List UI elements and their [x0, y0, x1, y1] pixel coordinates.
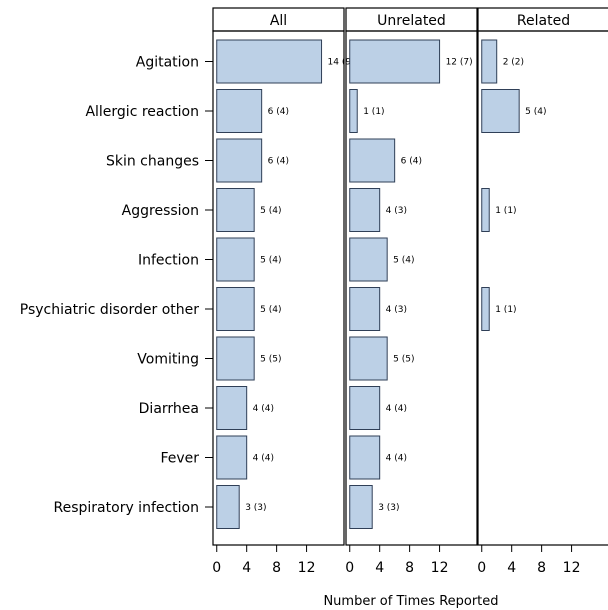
data-label: 1 (1): [495, 305, 516, 315]
bar: [216, 39, 323, 84]
data-label: 4 (4): [253, 454, 274, 464]
data-label: 5 (5): [260, 355, 281, 365]
bar: [216, 237, 255, 282]
bar: [216, 89, 263, 133]
x-tick-label: 8: [537, 560, 546, 576]
bar: [349, 237, 388, 282]
bar: [349, 138, 396, 183]
data-label: 14 (9): [328, 58, 355, 68]
bar: [216, 336, 255, 381]
bar: [216, 287, 255, 331]
data-label: 12 (7): [446, 58, 473, 68]
x-tick-label: 8: [405, 560, 414, 576]
data-label: 3 (3): [378, 503, 399, 513]
bar: [349, 386, 381, 430]
bar: [216, 485, 240, 529]
data-label: 3 (3): [245, 503, 266, 513]
bar: [349, 89, 358, 133]
category-label: Diarrhea: [139, 401, 199, 417]
panel-frame: [212, 30, 345, 546]
bar: [481, 39, 498, 84]
data-label: 5 (4): [260, 305, 281, 315]
data-label: 4 (3): [386, 305, 407, 315]
bar: [216, 138, 263, 183]
bar: [481, 89, 520, 133]
bar: [481, 188, 490, 232]
category-label: Psychiatric disorder other: [20, 302, 199, 318]
data-label: 6 (4): [401, 157, 422, 167]
bar: [216, 435, 248, 480]
category-label: Allergic reaction: [85, 104, 199, 120]
bar: [349, 39, 441, 84]
data-label: 5 (4): [525, 107, 546, 117]
category-label: Skin changes: [106, 154, 199, 170]
x-tick-label: 4: [242, 560, 251, 576]
bar: [349, 188, 381, 232]
category-label: Fever: [160, 451, 199, 467]
bar: [349, 287, 381, 331]
x-tick-label: 12: [431, 560, 449, 576]
data-label: 1 (1): [495, 206, 516, 216]
data-label: 5 (5): [393, 355, 414, 365]
panel-title: Related: [517, 13, 570, 29]
data-label: 4 (4): [386, 454, 407, 464]
data-label: 6 (4): [268, 107, 289, 117]
panel-title: Unrelated: [377, 13, 446, 29]
x-tick-label: 4: [375, 560, 384, 576]
panel-frame: [345, 30, 478, 546]
bar: [216, 386, 248, 430]
bar: [349, 336, 388, 381]
category-label: Aggression: [122, 203, 199, 219]
data-label: 4 (4): [386, 404, 407, 414]
data-label: 2 (2): [503, 58, 524, 68]
category-label: Vomiting: [137, 352, 199, 368]
x-tick-label: 0: [477, 560, 486, 576]
data-label: 6 (4): [268, 157, 289, 167]
data-label: 5 (4): [260, 256, 281, 266]
category-label: Respiratory infection: [54, 500, 199, 516]
category-label: Agitation: [136, 55, 199, 71]
data-label: 4 (3): [386, 206, 407, 216]
x-tick-label: 4: [507, 560, 516, 576]
data-label: 5 (4): [260, 206, 281, 216]
x-tick-label: 12: [563, 560, 581, 576]
bar: [349, 485, 373, 529]
data-label: 4 (4): [253, 404, 274, 414]
x-tick-label: 8: [272, 560, 281, 576]
data-label: 5 (4): [393, 256, 414, 266]
panel-frame: [477, 30, 608, 546]
x-tick-label: 12: [298, 560, 316, 576]
x-axis-title: Number of Times Reported: [323, 594, 498, 609]
data-label: 1 (1): [363, 107, 384, 117]
bar: [216, 188, 255, 232]
x-tick-label: 0: [212, 560, 221, 576]
category-label: Infection: [138, 253, 199, 269]
bar: [349, 435, 381, 480]
bar: [481, 287, 490, 331]
x-tick-label: 0: [345, 560, 354, 576]
panel-title: All: [270, 13, 287, 29]
